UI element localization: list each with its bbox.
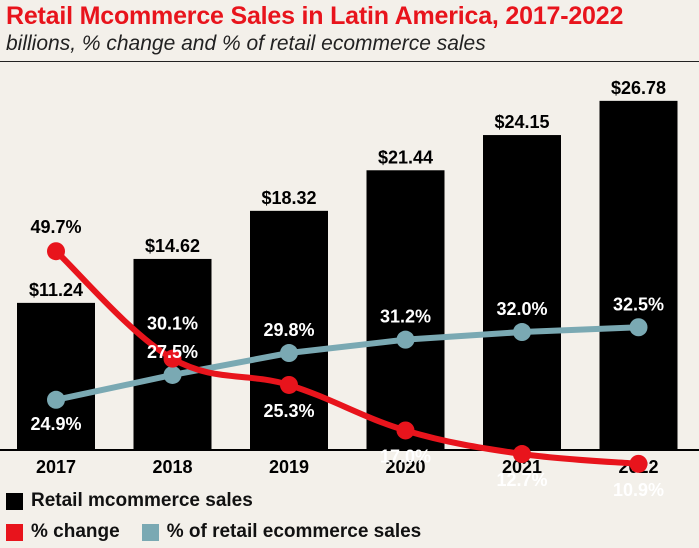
bar <box>599 100 678 450</box>
title-divider <box>0 61 699 62</box>
bar-value-label: $21.44 <box>378 147 433 167</box>
chart-title: Retail Mcommerce Sales in Latin America,… <box>6 2 624 30</box>
data-label-pct-change: 49.7% <box>30 217 81 237</box>
legend-label: % of retail ecommerce sales <box>166 521 422 542</box>
series-line-pct-of-ecommerce <box>53 324 642 403</box>
point-pct-change <box>163 349 182 368</box>
data-label-pct-of-ecommerce: 27.5% <box>147 342 198 362</box>
data-label-pct-of-ecommerce: 32.0% <box>496 299 547 319</box>
bar-value-label: $24.15 <box>494 112 549 132</box>
point-pct-change <box>629 454 648 473</box>
point-pct-change <box>47 242 65 261</box>
point-pct-of-ecommerce <box>513 323 531 342</box>
legend-row-2: % change % of retail ecommerce sales <box>6 521 421 543</box>
legend-label: Retail mcommerce sales <box>31 490 253 511</box>
point-pct-of-ecommerce <box>629 318 648 337</box>
bar-value-label: $11.24 <box>29 280 83 300</box>
x-tick-label: 2019 <box>269 457 309 477</box>
bar-value-label: $18.32 <box>261 188 316 208</box>
data-label-pct-of-ecommerce: 29.8% <box>263 320 314 340</box>
data-label-pct-of-ecommerce: 24.9% <box>30 414 81 434</box>
legend-item-pct-change: % change <box>6 521 120 543</box>
point-pct-of-ecommerce <box>163 365 182 384</box>
legend-item-mcommerce-sales: Retail mcommerce sales <box>6 490 253 512</box>
bar <box>250 210 328 449</box>
legend-item-pct-of-ecommerce: % of retail ecommerce sales <box>141 521 422 543</box>
legend-swatch-teal <box>141 523 159 541</box>
bar-value-label: $26.78 <box>611 78 666 98</box>
point-pct-of-ecommerce <box>396 330 415 349</box>
x-tick-label: 2020 <box>385 457 425 477</box>
x-tick-label: 2021 <box>502 457 542 477</box>
x-tick-label: 2017 <box>36 457 76 477</box>
legend-label: % change <box>31 521 120 542</box>
data-label-pct-change: 17.0% <box>380 446 431 466</box>
data-label-pct-change: 10.9% <box>613 480 664 500</box>
point-pct-of-ecommerce <box>47 390 65 409</box>
point-pct-change <box>280 375 298 394</box>
point-pct-of-ecommerce <box>280 344 298 363</box>
bar <box>366 170 445 449</box>
point-pct-change <box>513 445 531 464</box>
data-label-pct-of-ecommerce: 32.5% <box>613 294 664 314</box>
x-tick-label: 2018 <box>152 457 192 477</box>
data-label-pct-of-ecommerce: 31.2% <box>380 307 431 327</box>
bar <box>17 302 95 449</box>
chart-subtitle: billions, % change and % of retail ecomm… <box>6 32 486 55</box>
data-label-pct-change: 30.1% <box>147 314 198 334</box>
legend-swatch-bar <box>6 492 23 510</box>
legend-row-1: Retail mcommerce sales <box>6 490 253 512</box>
point-pct-change <box>396 421 415 440</box>
bar-value-label: $14.62 <box>145 236 200 256</box>
data-label-pct-change: 25.3% <box>263 401 314 421</box>
bar <box>483 135 561 450</box>
legend-swatch-red <box>6 523 23 541</box>
data-label-pct-change: 12.7% <box>496 470 547 490</box>
